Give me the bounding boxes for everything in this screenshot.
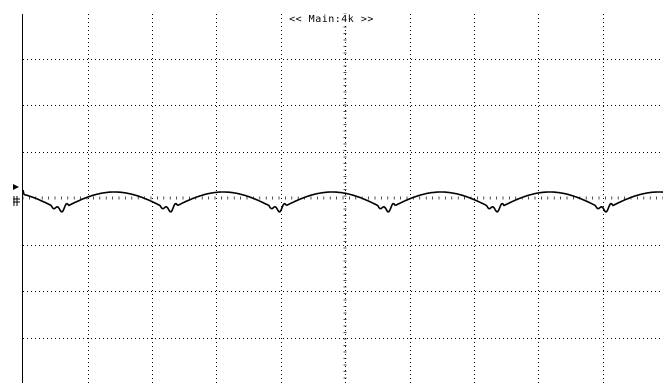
trigger-level-arrow-icon [13,184,19,190]
signal-trace [22,189,663,213]
channel-ground-marker-icon [13,196,20,206]
graticule-grid [22,13,663,383]
